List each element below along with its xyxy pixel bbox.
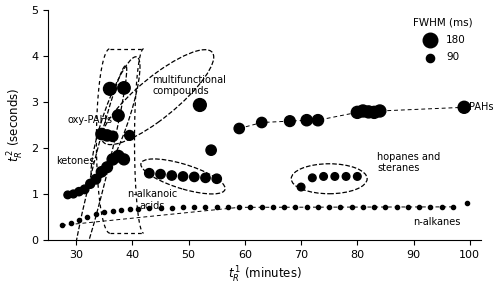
Text: oxy-PAHs: oxy-PAHs bbox=[68, 115, 112, 125]
Point bbox=[331, 174, 339, 179]
Point bbox=[382, 205, 390, 209]
Point bbox=[342, 174, 350, 179]
Point bbox=[354, 174, 362, 179]
Point bbox=[92, 177, 100, 182]
Point bbox=[196, 103, 204, 107]
Point bbox=[320, 174, 328, 179]
Point bbox=[392, 205, 400, 209]
Point bbox=[302, 118, 310, 123]
Point bbox=[202, 205, 209, 210]
Point bbox=[438, 205, 446, 209]
Point bbox=[359, 205, 367, 209]
Point bbox=[98, 169, 106, 174]
Point bbox=[212, 205, 220, 210]
Point bbox=[86, 182, 94, 186]
Point bbox=[100, 210, 108, 215]
Point bbox=[269, 205, 277, 209]
Point bbox=[246, 205, 254, 209]
Point bbox=[134, 206, 142, 211]
Point bbox=[207, 148, 215, 152]
Point bbox=[404, 205, 412, 209]
Point bbox=[114, 113, 122, 118]
Point bbox=[108, 157, 116, 162]
Point bbox=[108, 134, 116, 139]
Point bbox=[212, 176, 220, 181]
Point bbox=[106, 86, 114, 91]
Point bbox=[449, 205, 457, 209]
Point bbox=[146, 171, 154, 175]
Point bbox=[370, 205, 378, 209]
Point bbox=[66, 220, 74, 225]
Point bbox=[75, 217, 83, 222]
Point bbox=[168, 173, 176, 178]
Point bbox=[297, 185, 305, 189]
Point bbox=[98, 132, 106, 136]
Point bbox=[179, 205, 187, 210]
Point bbox=[146, 206, 154, 211]
Point bbox=[314, 118, 322, 123]
Point bbox=[156, 205, 164, 210]
Point bbox=[202, 175, 209, 180]
Text: ketones: ketones bbox=[56, 156, 95, 166]
Point bbox=[80, 187, 88, 192]
Point bbox=[325, 205, 333, 209]
Point bbox=[58, 223, 66, 228]
Point bbox=[314, 205, 322, 209]
Point bbox=[117, 208, 125, 212]
Point bbox=[103, 133, 111, 138]
Point bbox=[359, 109, 367, 113]
Point bbox=[463, 201, 471, 205]
Y-axis label: $\mathit{t}_R^{\,2}$ (seconds): $\mathit{t}_R^{\,2}$ (seconds) bbox=[6, 88, 25, 162]
Text: PAHs: PAHs bbox=[468, 102, 493, 112]
Point bbox=[302, 205, 310, 209]
Point bbox=[70, 192, 78, 196]
Point bbox=[258, 205, 266, 209]
Text: hopanes and
steranes: hopanes and steranes bbox=[377, 152, 440, 173]
Point bbox=[224, 205, 232, 210]
Point bbox=[168, 205, 176, 210]
Point bbox=[336, 205, 344, 209]
Point bbox=[64, 193, 72, 197]
Point bbox=[235, 205, 243, 210]
Point bbox=[426, 205, 434, 209]
Point bbox=[348, 205, 356, 209]
Point bbox=[179, 174, 187, 179]
Point bbox=[235, 126, 243, 131]
Point bbox=[114, 154, 122, 159]
Point bbox=[190, 175, 198, 179]
Point bbox=[286, 119, 294, 123]
Point bbox=[460, 105, 468, 110]
Text: multifunctional
compounds: multifunctional compounds bbox=[152, 75, 226, 96]
Text: n-alkanes: n-alkanes bbox=[414, 217, 461, 227]
Point bbox=[108, 209, 116, 213]
Point bbox=[190, 205, 198, 210]
Point bbox=[84, 215, 92, 219]
Text: n-alkanoic
acids: n-alkanoic acids bbox=[127, 189, 177, 211]
Point bbox=[364, 110, 372, 114]
Point bbox=[308, 175, 316, 180]
Point bbox=[126, 133, 134, 138]
Point bbox=[103, 165, 111, 170]
X-axis label: $\mathit{t}_R^{\,1}$ (minutes): $\mathit{t}_R^{\,1}$ (minutes) bbox=[228, 265, 302, 285]
Point bbox=[156, 172, 164, 176]
Point bbox=[258, 120, 266, 125]
Point bbox=[92, 212, 100, 217]
Point bbox=[126, 207, 134, 212]
Point bbox=[370, 110, 378, 115]
Point bbox=[120, 86, 128, 90]
Point bbox=[354, 110, 362, 115]
Legend: 180, 90: 180, 90 bbox=[410, 15, 476, 65]
Point bbox=[415, 205, 423, 209]
Point bbox=[376, 109, 384, 113]
Point bbox=[75, 189, 83, 194]
Point bbox=[292, 205, 300, 209]
Point bbox=[280, 205, 288, 209]
Point bbox=[120, 157, 128, 162]
